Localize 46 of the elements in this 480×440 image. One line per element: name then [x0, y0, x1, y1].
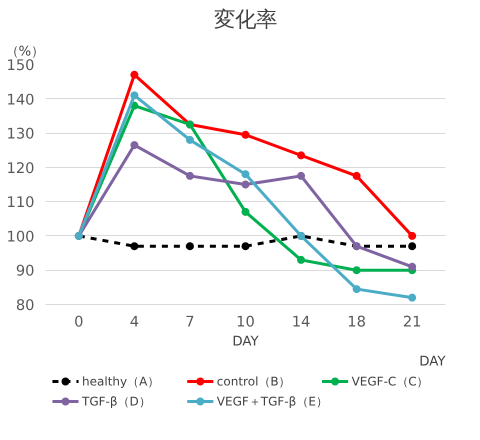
y-axis-title: （%）	[6, 44, 44, 60]
x-tick-label: 21	[402, 314, 422, 330]
y-tick-label: 100	[6, 228, 35, 246]
point	[408, 242, 416, 250]
point	[408, 232, 416, 240]
point	[186, 172, 194, 180]
legend-label: healthy（A）	[82, 374, 160, 388]
x-axis-title: DAY	[232, 334, 260, 350]
point	[297, 172, 306, 180]
y-tick-label: 110	[6, 194, 35, 212]
y-tick-label: 120	[6, 160, 35, 177]
y-tick-label: 150	[6, 57, 35, 74]
point	[186, 242, 194, 250]
x-tick-label: 7	[185, 314, 195, 330]
point	[130, 70, 138, 79]
point	[130, 242, 138, 250]
legend-label: TGF-β（D）	[81, 394, 151, 408]
y-tick-label: 80	[16, 297, 35, 314]
point	[242, 180, 250, 188]
text: DAY	[419, 354, 446, 370]
point	[242, 208, 250, 216]
point	[352, 266, 361, 274]
y-tick-label: 90	[16, 262, 35, 280]
point	[242, 130, 250, 139]
x-tick-label: 14	[292, 314, 310, 330]
x-tick-label: 0	[74, 314, 84, 330]
point	[352, 285, 361, 294]
point	[242, 170, 250, 178]
x-tick-label: 18	[347, 314, 366, 330]
point	[352, 172, 361, 180]
point	[242, 242, 250, 250]
legend-label: VEGF＋TGF-β（E）	[216, 394, 328, 408]
x-tick-label: 10	[236, 314, 255, 330]
y-tick-label: 140	[6, 91, 35, 108]
point	[297, 256, 306, 264]
point	[297, 151, 306, 160]
point	[408, 262, 416, 271]
point	[408, 294, 416, 302]
legend-label: control（B）	[216, 374, 291, 388]
chart-title: 変化率	[214, 8, 277, 32]
point	[130, 141, 138, 150]
legend-label: VEGF-C（C）	[352, 374, 429, 388]
x-tick-label: 4	[130, 314, 140, 330]
point	[130, 91, 138, 100]
y-tick-label: 130	[6, 126, 35, 143]
point	[186, 136, 194, 144]
